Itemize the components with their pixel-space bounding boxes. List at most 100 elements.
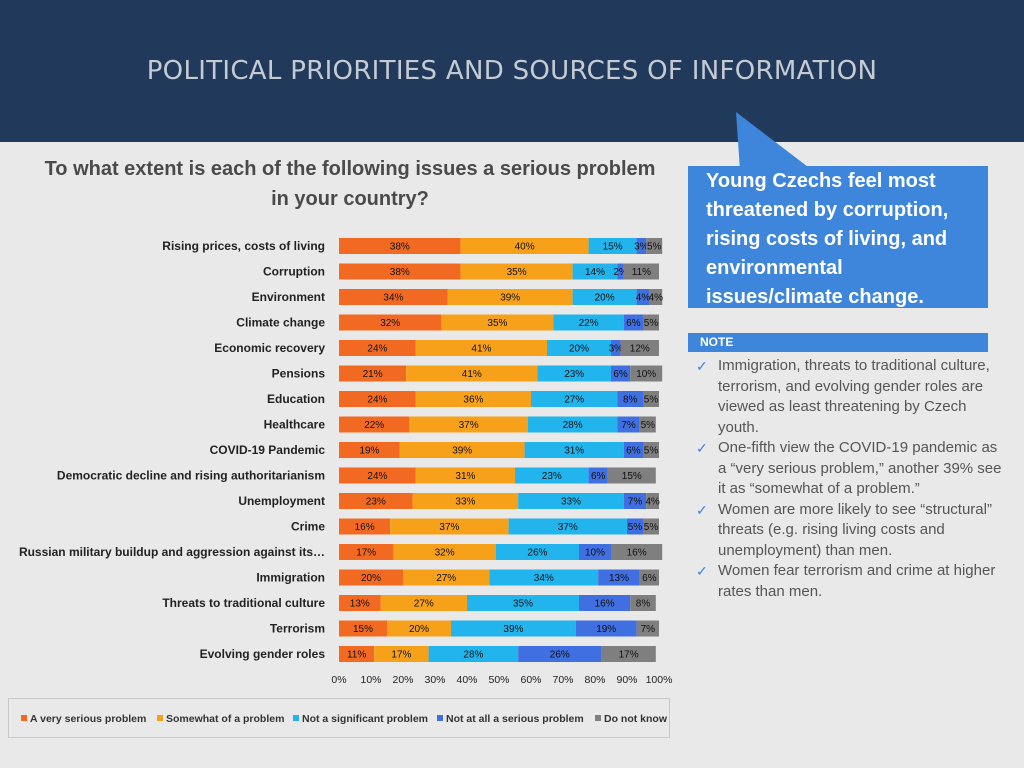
- x-tick-label: 80%: [584, 674, 605, 686]
- data-label: 34%: [383, 293, 403, 304]
- data-label: 6%: [591, 471, 606, 482]
- bar-segment: [403, 569, 490, 586]
- data-label: 33%: [561, 497, 581, 508]
- category-label: Climate change: [236, 316, 325, 330]
- x-tick-label: 10%: [360, 674, 381, 686]
- data-label: 23%: [564, 369, 584, 380]
- bar-segment: [643, 314, 659, 331]
- category-label: Terrorism: [270, 622, 325, 636]
- data-label: 6%: [626, 318, 641, 329]
- bar-segment: [339, 595, 381, 611]
- bar-segment: [623, 442, 643, 458]
- bar-segment: [598, 569, 640, 586]
- bar-segment: [339, 442, 400, 458]
- bar-segment: [588, 238, 637, 254]
- data-label: 34%: [534, 573, 554, 584]
- bar-segment: [339, 263, 461, 280]
- x-tick-label: 50%: [488, 674, 509, 686]
- category-label: Corruption: [263, 265, 325, 279]
- data-label: 40%: [515, 242, 535, 253]
- data-label: 31%: [564, 446, 584, 457]
- note-item: ✓ Immigration, threats to traditional cul…: [696, 357, 990, 436]
- data-label: 6%: [642, 573, 657, 584]
- category-label: Threats to traditional culture: [162, 596, 325, 610]
- bar-segment: [607, 467, 656, 484]
- bar-segment: [339, 365, 407, 382]
- data-label: 12%: [630, 344, 650, 355]
- data-label: 5%: [641, 420, 656, 431]
- bar-segment: [460, 238, 589, 254]
- bar-segment: [547, 340, 611, 356]
- bar-segment: [467, 595, 579, 611]
- data-label: 24%: [367, 395, 387, 406]
- data-label: 27%: [436, 573, 456, 584]
- data-label: 20%: [409, 624, 429, 635]
- bar-segment: [339, 569, 403, 586]
- data-label: 41%: [471, 344, 491, 355]
- bar-segment: [537, 365, 611, 382]
- x-tick-label: 20%: [392, 674, 413, 686]
- bar-segment: [639, 416, 656, 433]
- x-tick-label: 30%: [424, 674, 445, 686]
- category-label: Unemployment: [238, 494, 325, 508]
- bar-segment: [339, 314, 442, 331]
- legend-swatch: [595, 715, 601, 722]
- x-tick-label: 40%: [456, 674, 477, 686]
- data-label: 22%: [364, 420, 384, 431]
- data-label: 4%: [649, 293, 664, 304]
- category-label: Immigration: [256, 571, 325, 585]
- bar-segment: [572, 263, 618, 280]
- data-label: 27%: [414, 599, 434, 610]
- bar-segment: [515, 467, 589, 484]
- note-header: NOTE: [688, 333, 988, 352]
- data-label: 19%: [596, 624, 616, 635]
- data-label: 26%: [527, 548, 547, 559]
- bar-segment: [406, 365, 538, 382]
- data-label: 23%: [542, 471, 562, 482]
- data-label: 24%: [367, 344, 387, 355]
- data-label: 39%: [503, 624, 523, 635]
- data-label: 14%: [585, 267, 605, 278]
- callout-box: Young Czechs feel most threatened by cor…: [688, 166, 988, 308]
- category-label: Economic recovery: [214, 341, 325, 355]
- data-label: 15%: [622, 471, 642, 482]
- bar-segment: [399, 442, 525, 458]
- checkmark-icon: ✓: [696, 358, 708, 374]
- bar-segment: [415, 467, 515, 484]
- bar-segment: [646, 238, 663, 254]
- x-tick-label: 60%: [520, 674, 541, 686]
- bar-segment: [339, 467, 416, 484]
- x-tick-label: 70%: [552, 674, 573, 686]
- data-label: 26%: [550, 650, 570, 661]
- bar-segment: [627, 518, 643, 535]
- bar-segment: [489, 569, 599, 586]
- chart-legend: A very serious problem Somewhat of a prob…: [8, 698, 670, 738]
- data-label: 23%: [366, 497, 386, 508]
- bar-segment: [630, 365, 663, 382]
- note-label: NOTE: [700, 335, 734, 349]
- data-label: 31%: [455, 471, 475, 482]
- legend-item: Somewhat of a problem: [157, 713, 284, 725]
- data-label: 20%: [361, 573, 381, 584]
- data-label: 5%: [644, 446, 659, 457]
- data-label: 5%: [644, 395, 659, 406]
- data-label: 36%: [463, 395, 483, 406]
- data-label: 7%: [641, 624, 656, 635]
- data-label: 20%: [569, 344, 589, 355]
- data-label: 32%: [435, 548, 455, 559]
- bar-segment: [617, 263, 624, 280]
- legend-item: Not a significant problem: [293, 713, 428, 725]
- bar-segment: [579, 595, 631, 611]
- legend-item: A very serious problem: [21, 713, 146, 725]
- legend-item: Not at all a serious problem: [437, 713, 584, 725]
- category-label: Russian military buildup and aggression …: [19, 545, 325, 559]
- bar-segment: [393, 544, 496, 560]
- note-item: ✓ Women are more likely to see “structura…: [696, 500, 992, 559]
- bar-segment: [339, 493, 413, 509]
- data-label: 8%: [623, 395, 638, 406]
- data-label: 11%: [347, 650, 366, 661]
- category-label: Environment: [252, 290, 325, 304]
- data-label: 6%: [626, 446, 641, 457]
- bar-segment: [611, 340, 621, 356]
- legend-item: Do not know: [595, 713, 667, 725]
